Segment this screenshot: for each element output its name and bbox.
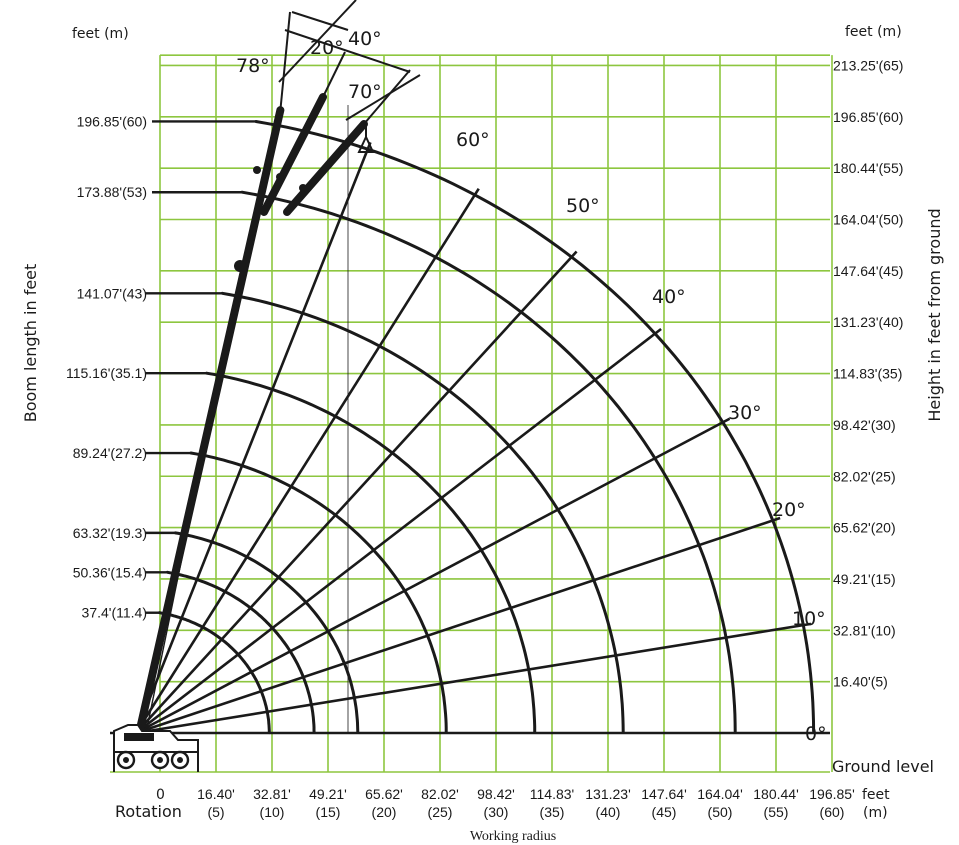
radius-tick-feet: 98.42' [477, 786, 515, 802]
jib-line [279, 11, 291, 111]
jib-dim-line [291, 11, 349, 31]
boom-angle-ray [135, 516, 781, 735]
height-tick-label: 180.44'(55) [833, 160, 903, 176]
jib-offset-20-label: 20° [310, 37, 344, 59]
height-tick-label: 82.02'(25) [833, 468, 896, 484]
jib-joint [276, 173, 284, 181]
boom-angle-label: 0° [805, 723, 827, 745]
truck-hub [123, 757, 129, 763]
boom-joint [234, 260, 246, 272]
jib-line [345, 74, 421, 121]
radius-tick-feet: 32.81' [253, 786, 291, 802]
boom-angle-label: 60° [456, 129, 490, 151]
boom-angle-label: 30° [728, 402, 762, 424]
truck-hub [177, 757, 183, 763]
radius-tick-feet: 49.21' [309, 786, 347, 802]
boom-angle-ray [135, 622, 812, 735]
height-tick-label: 16.40'(5) [833, 674, 888, 690]
jib-line [278, 0, 357, 83]
unit-header-left: feet (m) [72, 26, 129, 42]
boom-drawing [136, 0, 421, 734]
truck-hub [157, 757, 163, 763]
boom-length-label: 173.88'(53) [77, 184, 147, 200]
radius-tick-m: (20) [372, 804, 397, 820]
boom-angle-label: 78° [236, 55, 270, 77]
crane-truck-icon [113, 724, 199, 772]
x-zero-label: 0 [156, 787, 165, 803]
y-axis-title-left: Boom length in feet [21, 264, 40, 423]
radius-tick-m: (10) [260, 804, 285, 820]
y-axis-title-right: Height in feet from ground [925, 208, 944, 421]
jib-40-tip [363, 69, 411, 125]
radius-tick-m: (25) [428, 804, 453, 820]
boom-length-label: 37.4'(11.4) [82, 605, 147, 621]
boom-length-label: 115.16'(35.1) [66, 365, 147, 381]
height-tick-label: 49.21'(15) [833, 571, 896, 587]
x-unit-m: (m) [863, 805, 888, 821]
truck-body [113, 724, 199, 753]
radius-tick-feet: 164.04' [697, 786, 743, 802]
radius-tick-m: (60) [820, 804, 845, 820]
jib-20-section [260, 93, 327, 216]
jib-joint [299, 184, 307, 192]
height-tick-label: 196.85'(60) [833, 109, 903, 125]
boom-angle-label: 70° [348, 81, 382, 103]
boom-angle-label: 40° [652, 286, 686, 308]
radius-tick-m: (15) [316, 804, 341, 820]
jib-dim-line [284, 29, 411, 73]
height-tick-label: 32.81'(10) [833, 622, 896, 638]
radius-tick-feet: 147.64' [641, 786, 687, 802]
ground-level-label: Ground level [832, 757, 934, 776]
boom-angle-ray [135, 250, 578, 734]
boom-angle-ray [134, 187, 480, 734]
radius-tick-feet: 16.40' [197, 786, 235, 802]
chart-labels: 37.4'(11.4) 50.36'(15.4) 63.32'(19.3) 89.24… [66, 28, 903, 820]
truck-cab [124, 733, 154, 741]
height-tick-label: 114.83'(35) [833, 366, 902, 382]
boom-angle-rays [134, 141, 812, 735]
radius-tick-feet: 65.62' [365, 786, 403, 802]
boom-angle-label: 10° [792, 608, 826, 630]
boom-angle-ray [135, 327, 662, 735]
boom-angle-ray [135, 417, 731, 735]
jib-40-section [283, 120, 368, 216]
hook-icon [357, 134, 375, 153]
height-tick-label: 147.64'(45) [833, 263, 903, 279]
height-tick-label: 65.62'(20) [833, 520, 896, 536]
x-axis-title: Working radius [470, 829, 556, 844]
height-tick-label: 213.25'(65) [833, 57, 903, 73]
boom-joint [253, 166, 261, 174]
radius-tick-feet: 180.44' [753, 786, 799, 802]
jib-offset-40-label: 40° [348, 28, 382, 50]
radius-tick-m: (50) [708, 804, 733, 820]
radius-tick-feet: 82.02' [421, 786, 459, 802]
radius-tick-m: (40) [596, 804, 621, 820]
radius-tick-m: (45) [652, 804, 677, 820]
boom-length-label: 141.07'(43) [77, 285, 147, 301]
radius-tick-feet: 196.85' [809, 786, 855, 802]
radius-tick-m: (30) [484, 804, 509, 820]
boom-length-label: 50.36'(15.4) [73, 564, 147, 580]
radius-tick-feet: 114.83' [530, 786, 574, 802]
height-tick-label: 164.04'(50) [833, 212, 903, 228]
boom-length-label: 196.85'(60) [77, 113, 147, 129]
radius-tick-feet: 131.23' [585, 786, 631, 802]
boom-length-label: 63.32'(19.3) [73, 525, 147, 541]
radius-tick-m: (55) [764, 804, 789, 820]
chart-grid [110, 54, 833, 773]
radius-tick-m: (5) [207, 804, 224, 820]
height-tick-label: 131.23'(40) [833, 314, 903, 330]
unit-header-right: feet (m) [845, 24, 902, 40]
radius-tick-m: (35) [540, 804, 565, 820]
boom-lower-section [145, 259, 244, 734]
boom-length-label: 89.24'(27.2) [73, 445, 147, 461]
boom-angle-label: 20° [772, 499, 806, 521]
x-unit-feet: feet [862, 787, 890, 803]
jib-20-tip [322, 51, 346, 98]
height-tick-label: 98.42'(30) [833, 417, 896, 433]
rotation-label: Rotation [115, 802, 182, 821]
boom-angle-ray [134, 141, 372, 734]
boom-angle-label: 50° [566, 195, 600, 217]
